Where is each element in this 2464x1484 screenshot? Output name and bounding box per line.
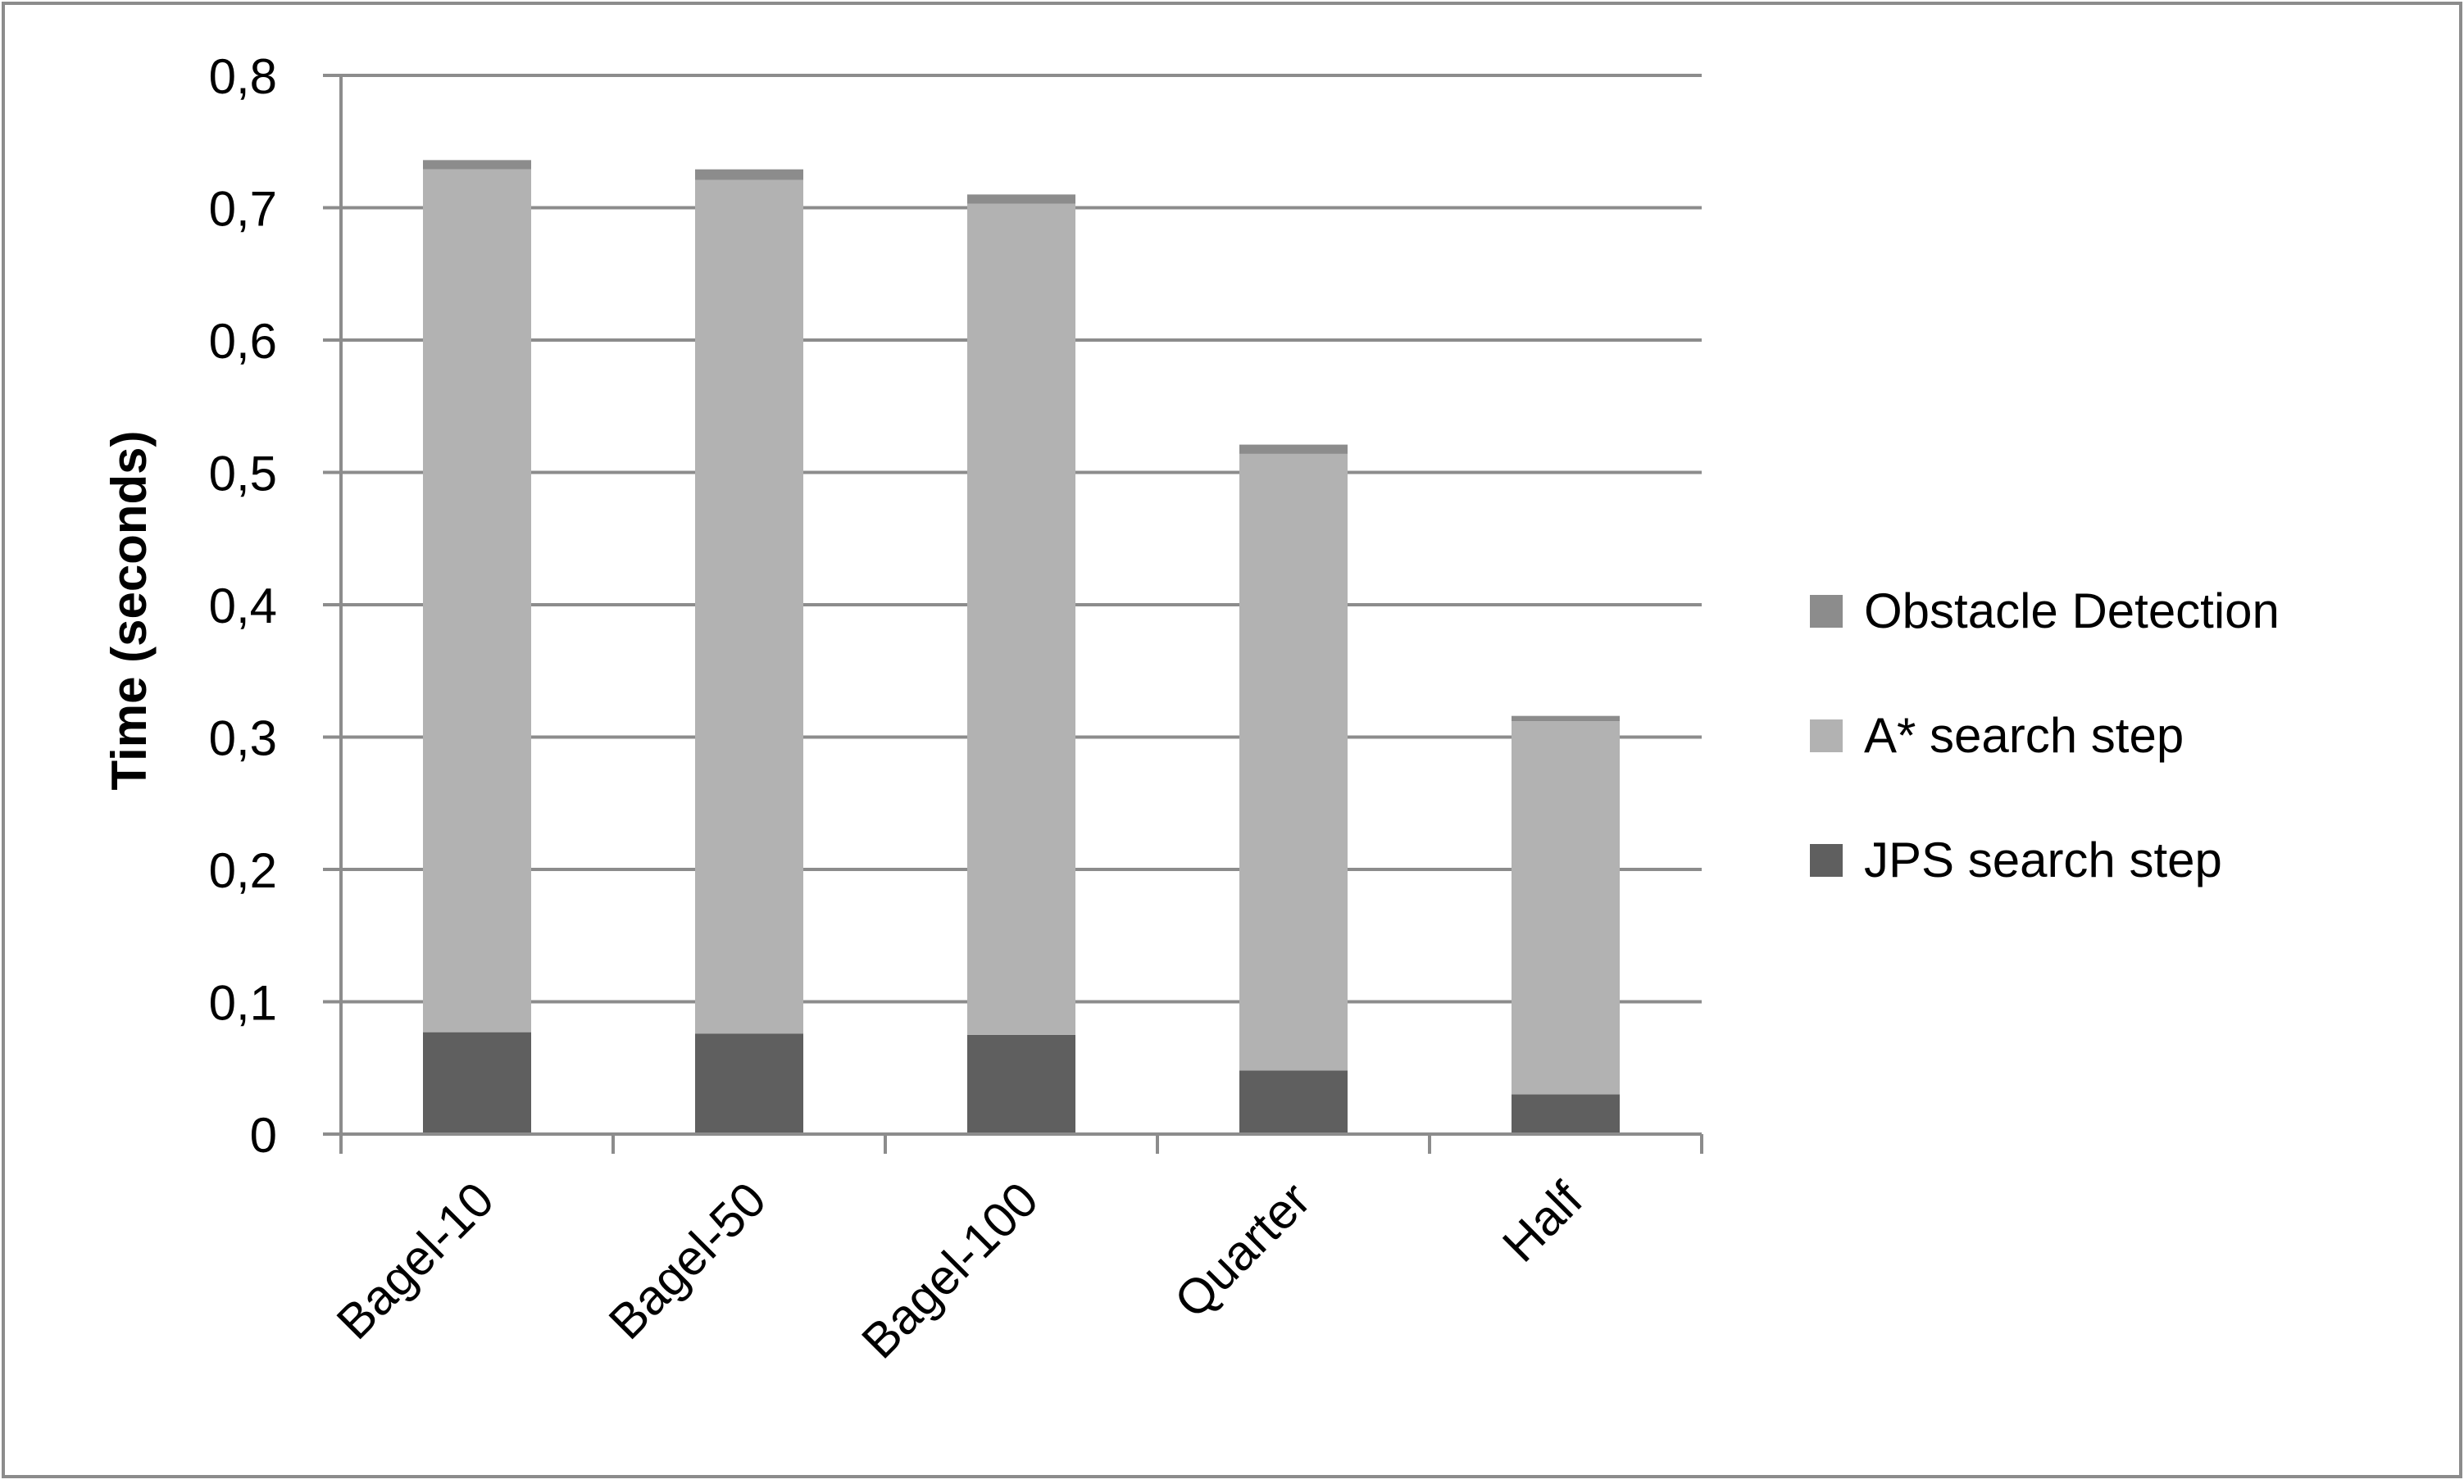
bar-segment-jps-search-step bbox=[1512, 1094, 1620, 1134]
bar-segment-jps-search-step bbox=[1239, 1070, 1348, 1134]
legend-swatch bbox=[1810, 719, 1843, 752]
y-tick-label: 0,8 bbox=[209, 49, 277, 104]
y-tick-label: 0,1 bbox=[209, 976, 277, 1031]
legend: Obstacle Detection A* search step JPS sear… bbox=[1810, 583, 2280, 887]
legend-item: JPS search step bbox=[1810, 833, 2222, 887]
legend-swatch bbox=[1810, 595, 1843, 628]
y-tick-label: 0 bbox=[250, 1108, 277, 1163]
legend-label: Obstacle Detection bbox=[1864, 583, 2280, 638]
bar-segment-obstacle-detection bbox=[1512, 715, 1620, 722]
y-tick-label: 0,4 bbox=[209, 579, 277, 633]
bar-segment-a-search-step bbox=[967, 203, 1075, 1035]
legend-label: JPS search step bbox=[1864, 833, 2222, 887]
bar-segment-jps-search-step bbox=[967, 1034, 1075, 1134]
bar-segment-a-search-step bbox=[695, 179, 803, 1034]
bar-segment-obstacle-detection bbox=[695, 169, 803, 180]
y-axis-ticks: 0 0,1 0,2 0,3 0,4 0,5 0,6 0,7 0,8 bbox=[209, 49, 341, 1163]
y-tick-label: 0,6 bbox=[209, 314, 277, 369]
bar-segment-obstacle-detection bbox=[423, 160, 531, 170]
bar-segment-a-search-step bbox=[1239, 453, 1348, 1071]
y-tick-label: 0,3 bbox=[209, 711, 277, 766]
y-tick-label: 0,2 bbox=[209, 843, 277, 898]
bar-segment-a-search-step bbox=[423, 169, 531, 1032]
legend-item: A* search step bbox=[1810, 708, 2184, 763]
legend-item: Obstacle Detection bbox=[1810, 583, 2280, 638]
bar-segment-a-search-step bbox=[1512, 721, 1620, 1095]
bar-segment-jps-search-step bbox=[423, 1032, 531, 1134]
legend-label: A* search step bbox=[1864, 708, 2184, 763]
bar-segment-jps-search-step bbox=[695, 1033, 803, 1134]
y-tick-label: 0,5 bbox=[209, 447, 277, 501]
legend-swatch bbox=[1810, 844, 1843, 877]
axes bbox=[339, 75, 1702, 1136]
bar-segment-obstacle-detection bbox=[967, 194, 1075, 204]
bar-segment-obstacle-detection bbox=[1239, 444, 1348, 454]
y-axis-title: Time (seconds) bbox=[102, 430, 157, 790]
y-tick-label: 0,7 bbox=[209, 182, 277, 237]
bars bbox=[423, 160, 1620, 1134]
